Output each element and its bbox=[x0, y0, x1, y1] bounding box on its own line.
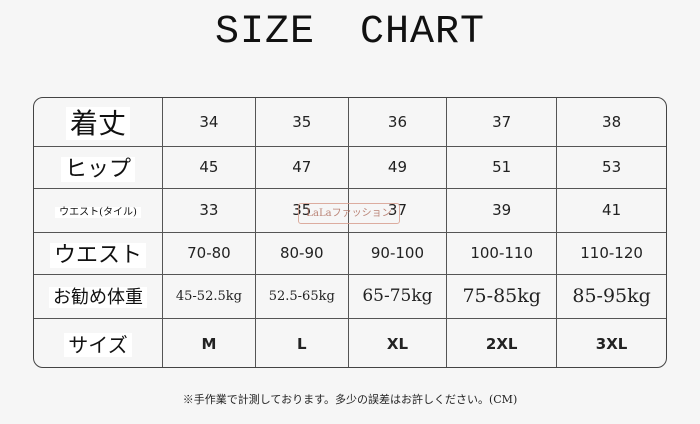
page-title: SIZE CHART bbox=[214, 10, 486, 55]
table-cell: 45-52.5kg bbox=[162, 273, 256, 319]
table-cell: 2XL bbox=[446, 317, 558, 367]
table-cell: 36 bbox=[347, 98, 448, 147]
table-row: サイズ M L XL 2XL 3XL bbox=[34, 317, 666, 367]
table-cell: 110-120 bbox=[556, 231, 666, 275]
row-label-text: サイズ bbox=[64, 333, 132, 358]
row-label-text: お勧め体重 bbox=[49, 287, 147, 308]
row-label-text: ウエスト bbox=[49, 243, 146, 268]
table-row: ウエスト 70-80 80-90 90-100 100-110 110-120 bbox=[34, 231, 666, 275]
table-row: 着丈 34 35 36 37 38 bbox=[34, 98, 666, 147]
table-cell: 51 bbox=[446, 145, 558, 189]
table-cell: 85-95kg bbox=[556, 273, 666, 319]
row-label: ウエスト bbox=[34, 231, 163, 275]
table-cell: 35 bbox=[254, 98, 349, 147]
measurement-note: ※手作業で計測しております。多少の誤差はお許しください。(CM) bbox=[182, 393, 518, 406]
table-cell: 35 bbox=[254, 187, 349, 233]
row-label: ウエスト(タイル) bbox=[34, 187, 163, 233]
size-table: 着丈 34 35 36 37 38 ヒップ 45 47 49 51 53 ウエスト(タイル) 33 35 37… bbox=[33, 97, 667, 368]
row-label: サイズ bbox=[34, 317, 163, 367]
table-cell: 39 bbox=[446, 187, 558, 233]
table-row: ヒップ 45 47 49 51 53 bbox=[34, 145, 666, 189]
table-cell: 45 bbox=[162, 145, 256, 189]
table-cell: 52.5-65kg bbox=[254, 273, 349, 319]
table-cell: 34 bbox=[162, 98, 256, 147]
table-cell: 38 bbox=[556, 98, 666, 147]
table-cell: 37 bbox=[446, 98, 558, 147]
table-cell: M bbox=[162, 317, 256, 367]
row-label: ヒップ bbox=[34, 145, 163, 189]
table-row: ウエスト(タイル) 33 35 37 39 41 bbox=[34, 187, 666, 233]
table-cell: 65-75kg bbox=[347, 273, 448, 319]
row-label: 着丈 bbox=[34, 98, 163, 147]
table-cell: 49 bbox=[347, 145, 448, 189]
watermark: LaLaファッション bbox=[298, 203, 400, 224]
table-cell: 100-110 bbox=[446, 231, 558, 275]
table-cell: 47 bbox=[254, 145, 349, 189]
row-label-text: ウエスト(タイル) bbox=[55, 207, 141, 218]
row-label-text: 着丈 bbox=[65, 106, 130, 140]
table-cell: 70-80 bbox=[162, 231, 256, 275]
table-cell: 75-85kg bbox=[446, 273, 558, 319]
table-cell: 3XL bbox=[556, 317, 666, 367]
table-row: お勧め体重 45-52.5kg 52.5-65kg 65-75kg 75-85kg 85-… bbox=[34, 273, 666, 319]
table-cell: 41 bbox=[556, 187, 666, 233]
table-cell: 53 bbox=[556, 145, 666, 189]
row-label-text: ヒップ bbox=[60, 157, 135, 182]
table-cell: XL bbox=[347, 317, 448, 367]
row-label: お勧め体重 bbox=[34, 273, 163, 319]
table-cell: L bbox=[254, 317, 349, 367]
table-cell: 33 bbox=[162, 187, 256, 233]
table-cell: 90-100 bbox=[347, 231, 448, 275]
table-cell: 80-90 bbox=[254, 231, 349, 275]
